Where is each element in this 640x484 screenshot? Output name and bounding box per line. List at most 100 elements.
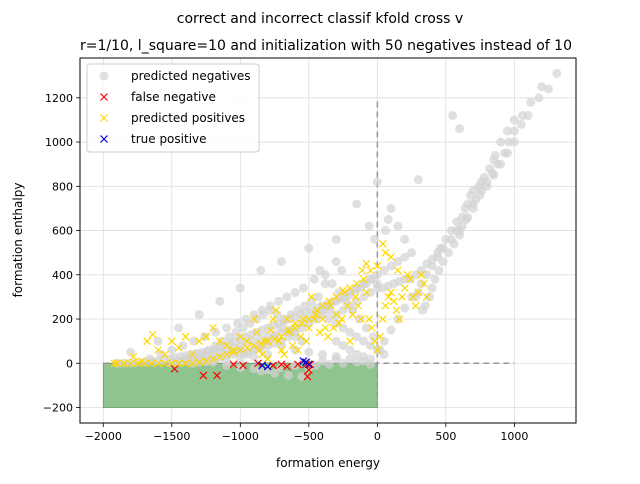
data-point <box>482 181 492 191</box>
data-point <box>282 292 292 302</box>
data-point <box>318 349 328 359</box>
data-point <box>364 221 374 231</box>
data-point <box>266 326 275 335</box>
data-point <box>265 305 275 315</box>
data-point <box>348 310 357 319</box>
data-point <box>290 287 300 297</box>
data-point <box>324 332 332 341</box>
data-point <box>516 119 526 129</box>
y-axis-label: formation enthalpy <box>11 183 25 298</box>
data-point <box>239 361 247 370</box>
data-point <box>468 186 478 196</box>
data-point <box>279 314 289 324</box>
data-point <box>393 266 402 275</box>
data-point <box>313 306 321 315</box>
y-tick-label: 400 <box>52 269 73 282</box>
data-point <box>324 314 334 324</box>
data-point <box>393 257 403 267</box>
data-point <box>178 341 188 351</box>
data-point <box>229 348 238 357</box>
data-point <box>189 336 199 346</box>
data-point <box>325 297 334 306</box>
data-point <box>455 124 465 134</box>
data-point <box>509 137 519 147</box>
data-point <box>326 301 335 310</box>
data-point <box>256 265 266 275</box>
x-tick-label: −500 <box>294 430 324 443</box>
data-point <box>215 296 225 306</box>
series-predicted-positives <box>110 239 431 368</box>
data-point <box>373 346 382 354</box>
x-ticks: −2000 −1500 −1000 −500 0 500 1000 <box>85 423 528 443</box>
data-point <box>252 328 261 337</box>
data-point <box>259 310 269 320</box>
data-point <box>537 82 547 92</box>
data-point <box>419 279 428 288</box>
data-point <box>383 214 393 224</box>
y-tick-label: 800 <box>52 180 73 193</box>
data-point <box>236 346 245 354</box>
data-point <box>222 350 231 359</box>
data-point <box>272 306 280 315</box>
data-point <box>236 332 245 341</box>
data-point <box>255 346 264 354</box>
data-point <box>368 332 378 342</box>
data-point <box>174 357 184 367</box>
data-point <box>215 337 224 346</box>
x-tick-label: −1500 <box>153 430 190 443</box>
data-point <box>282 362 291 371</box>
data-point <box>222 323 232 333</box>
data-point <box>331 354 341 364</box>
data-point <box>263 362 272 371</box>
data-point <box>307 292 316 301</box>
data-point <box>398 292 406 301</box>
data-point <box>174 343 183 352</box>
data-point <box>332 310 341 319</box>
data-point <box>148 330 157 339</box>
data-point <box>174 359 183 368</box>
data-point <box>156 349 166 359</box>
y-tick-label: 1000 <box>45 136 73 149</box>
data-point <box>372 177 382 187</box>
data-point <box>288 341 297 350</box>
legend-label: predicted negatives <box>131 69 250 83</box>
data-point <box>337 315 346 323</box>
data-point <box>282 315 291 323</box>
data-point <box>283 332 293 342</box>
data-point <box>202 332 210 341</box>
data-point <box>298 283 308 293</box>
data-point <box>338 358 348 368</box>
data-point <box>502 148 512 158</box>
data-point <box>252 314 262 324</box>
data-point <box>352 332 362 342</box>
y-tick-label: 200 <box>52 313 73 326</box>
data-point <box>544 84 554 94</box>
data-point <box>448 111 458 121</box>
data-point <box>413 175 423 185</box>
data-point <box>393 314 403 324</box>
data-point <box>351 292 360 301</box>
data-point <box>133 359 142 368</box>
data-point <box>362 288 371 297</box>
data-point <box>200 332 210 342</box>
data-point <box>263 337 272 346</box>
data-point <box>386 203 396 213</box>
legend-item: predicted negatives <box>99 69 250 83</box>
data-point <box>400 252 410 262</box>
data-point <box>309 274 319 284</box>
legend-label: false negative <box>131 90 216 104</box>
data-point <box>324 305 334 315</box>
data-point <box>455 226 465 236</box>
data-point <box>417 270 426 279</box>
data-point <box>291 323 300 332</box>
data-point <box>321 323 330 332</box>
data-point <box>338 292 348 302</box>
data-point <box>318 315 327 323</box>
data-point <box>270 335 279 343</box>
data-point <box>433 248 443 258</box>
x-axis-label: formation energy <box>276 456 380 470</box>
data-point <box>297 372 307 382</box>
data-point <box>154 346 163 354</box>
data-point <box>263 365 273 375</box>
data-point <box>154 359 163 368</box>
